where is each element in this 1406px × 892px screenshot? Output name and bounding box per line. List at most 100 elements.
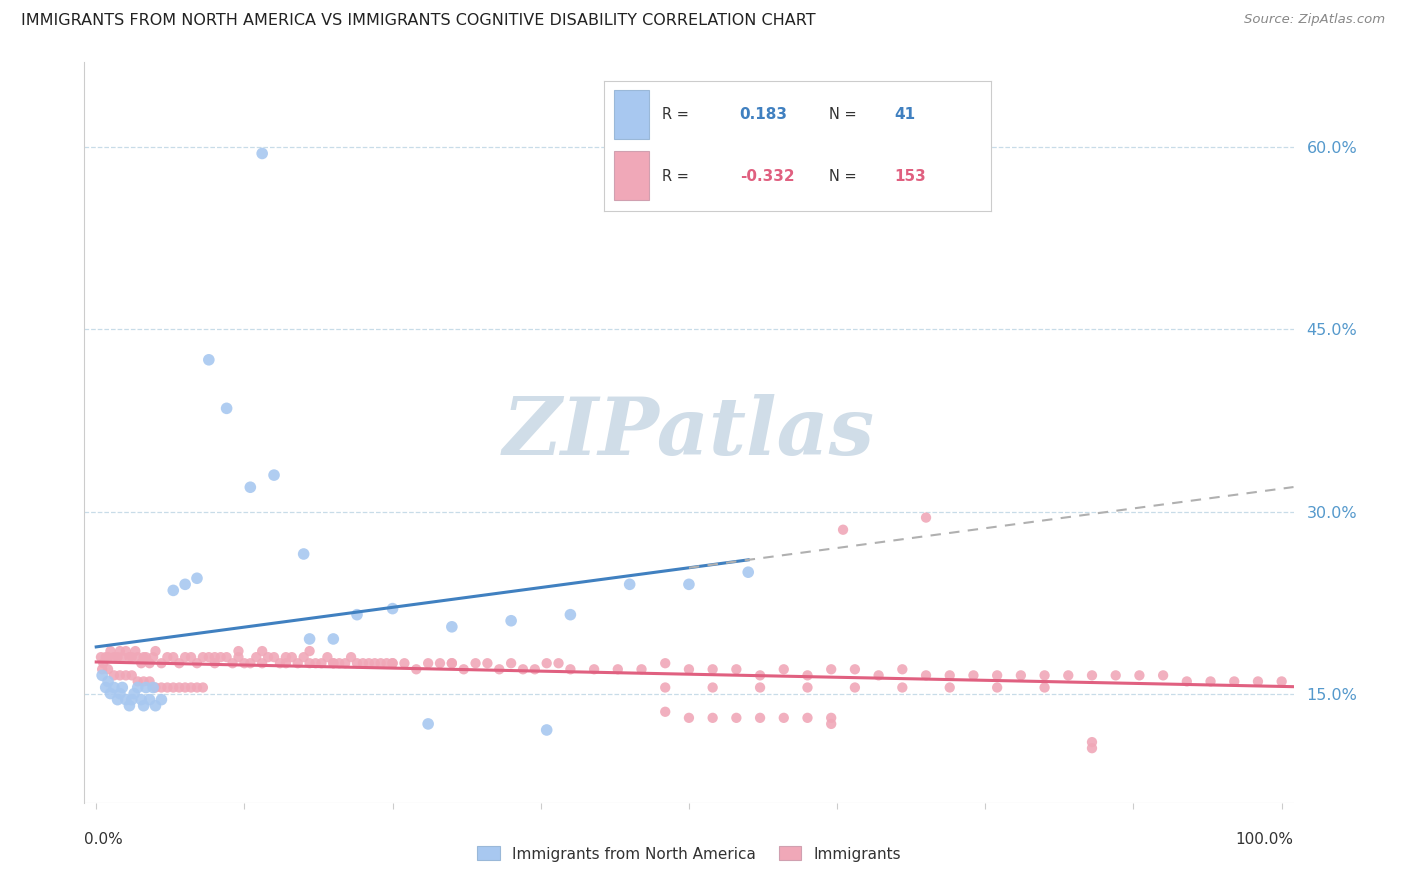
- Point: [440, 657, 463, 671]
- Point: [796, 668, 818, 682]
- Point: [501, 614, 523, 628]
- Point: [832, 523, 855, 537]
- Point: [357, 657, 380, 671]
- Point: [97, 662, 120, 676]
- Point: [1247, 674, 1270, 689]
- Point: [108, 644, 131, 658]
- Point: [547, 657, 569, 671]
- Point: [142, 681, 165, 695]
- Point: [204, 650, 226, 665]
- Point: [820, 662, 842, 676]
- Point: [239, 480, 262, 494]
- Point: [94, 681, 117, 695]
- Point: [150, 657, 173, 671]
- Point: [464, 657, 486, 671]
- Point: [145, 681, 167, 695]
- Point: [915, 668, 938, 682]
- Point: [322, 657, 344, 671]
- Point: [239, 657, 262, 671]
- Point: [263, 650, 285, 665]
- Text: 100.0%: 100.0%: [1236, 832, 1294, 847]
- Point: [209, 650, 232, 665]
- Point: [844, 662, 866, 676]
- Point: [250, 146, 273, 161]
- Point: [198, 650, 221, 665]
- Point: [1057, 668, 1080, 682]
- Point: [702, 711, 724, 725]
- Point: [381, 657, 404, 671]
- Point: [132, 674, 155, 689]
- Point: [129, 657, 152, 671]
- Point: [292, 547, 315, 561]
- Point: [630, 662, 652, 676]
- Point: [186, 681, 208, 695]
- Point: [103, 650, 125, 665]
- Point: [381, 601, 404, 615]
- Point: [702, 662, 724, 676]
- Point: [654, 657, 676, 671]
- Point: [453, 662, 475, 676]
- Point: [749, 711, 772, 725]
- Point: [228, 650, 250, 665]
- Text: Source: ZipAtlas.com: Source: ZipAtlas.com: [1244, 13, 1385, 27]
- Point: [292, 650, 315, 665]
- Point: [180, 650, 202, 665]
- Point: [263, 468, 285, 483]
- Point: [820, 717, 842, 731]
- Point: [429, 657, 451, 671]
- Point: [298, 657, 321, 671]
- Point: [772, 711, 794, 725]
- Point: [132, 650, 155, 665]
- Point: [174, 650, 197, 665]
- Point: [298, 644, 321, 658]
- Point: [115, 644, 138, 658]
- Point: [91, 668, 114, 682]
- Point: [1081, 735, 1104, 749]
- Point: [678, 662, 700, 676]
- Point: [186, 657, 208, 671]
- Point: [316, 650, 339, 665]
- Point: [118, 698, 141, 713]
- Point: [132, 698, 155, 713]
- Point: [370, 657, 392, 671]
- Point: [606, 662, 628, 676]
- Point: [100, 644, 122, 658]
- Point: [891, 681, 914, 695]
- Point: [1175, 674, 1198, 689]
- Point: [111, 681, 134, 695]
- Point: [103, 668, 125, 682]
- Point: [868, 668, 890, 682]
- Point: [150, 692, 173, 706]
- Point: [142, 650, 165, 665]
- Point: [725, 662, 748, 676]
- Point: [127, 674, 149, 689]
- Point: [122, 687, 145, 701]
- Point: [488, 662, 510, 676]
- Point: [1081, 668, 1104, 682]
- Point: [375, 657, 398, 671]
- Point: [796, 711, 818, 725]
- Point: [121, 650, 143, 665]
- Point: [1033, 668, 1056, 682]
- Point: [118, 650, 141, 665]
- Point: [257, 650, 280, 665]
- Point: [536, 723, 558, 737]
- Point: [274, 650, 297, 665]
- Point: [583, 662, 606, 676]
- Point: [381, 657, 404, 671]
- Point: [111, 650, 134, 665]
- Point: [1010, 668, 1032, 682]
- Point: [1081, 741, 1104, 756]
- Point: [352, 657, 374, 671]
- Point: [844, 681, 866, 695]
- Point: [274, 657, 297, 671]
- Point: [477, 657, 499, 671]
- Point: [108, 687, 131, 701]
- Text: ZIPatlas: ZIPatlas: [503, 394, 875, 471]
- Point: [298, 632, 321, 646]
- Point: [121, 668, 143, 682]
- Point: [121, 692, 143, 706]
- Point: [204, 657, 226, 671]
- Point: [938, 668, 960, 682]
- Point: [418, 657, 440, 671]
